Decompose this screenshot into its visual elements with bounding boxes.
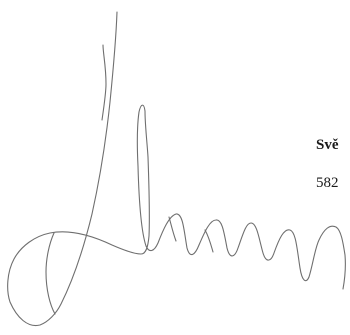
- document-text-line-1: Svě: [316, 137, 339, 153]
- document-text-line-2: 582: [316, 175, 339, 191]
